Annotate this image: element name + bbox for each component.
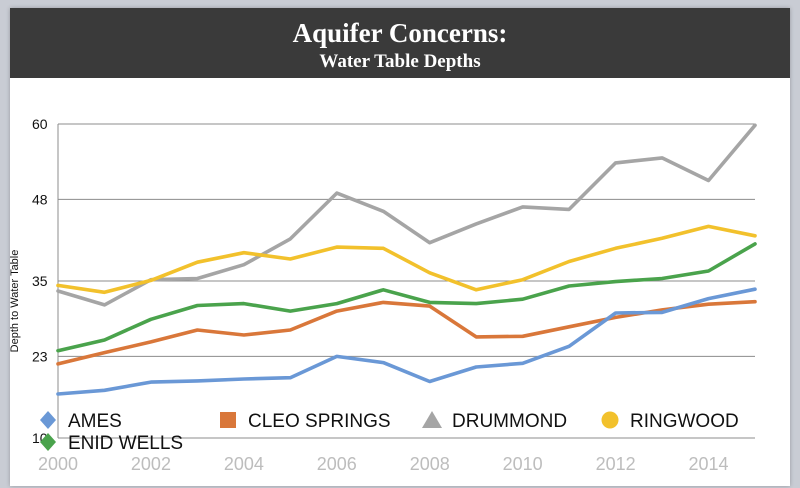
series-line-enid-wells xyxy=(56,242,757,353)
series-line-ames xyxy=(56,287,757,396)
legend-enid-wells-marker xyxy=(40,433,56,451)
legend-cleo-springs-label: CLEO SPRINGS xyxy=(248,411,391,432)
legend-ringwood-label: RINGWOOD xyxy=(630,411,739,432)
x-tick-label: 2014 xyxy=(689,454,729,474)
x-tick-label: 2004 xyxy=(224,454,264,474)
y-axis-title: Depth to Water Table xyxy=(10,250,21,353)
x-tick-label: 2002 xyxy=(131,454,171,474)
legend-ringwood-marker xyxy=(601,411,619,429)
legend-drummond-marker xyxy=(422,411,442,428)
y-tick-label: 23 xyxy=(32,348,48,364)
x-tick-label: 2008 xyxy=(410,454,450,474)
chart-subtitle: Water Table Depths xyxy=(319,51,481,72)
chart-title: Aquifer Concerns: xyxy=(292,18,508,48)
legend-enid-wells-label: ENID WELLS xyxy=(68,433,183,454)
x-tick-label: 2010 xyxy=(503,454,543,474)
y-tick-label: 60 xyxy=(32,116,48,132)
x-tick-label: 2012 xyxy=(596,454,636,474)
chart-frame: Aquifer Concerns: Water Table Depths 10 2… xyxy=(10,8,790,486)
legend-ames-label: AMES xyxy=(68,411,122,432)
chart-header: Aquifer Concerns: Water Table Depths xyxy=(10,8,790,78)
series-line-ringwood xyxy=(56,224,757,295)
legend-drummond-label: DRUMMOND xyxy=(452,411,567,432)
legend-cleo-springs-marker xyxy=(220,412,236,428)
x-tick-label: 2006 xyxy=(317,454,357,474)
series-line-drummond xyxy=(56,123,757,307)
y-tick-label: 35 xyxy=(32,273,48,289)
x-tick-label: 2000 xyxy=(38,454,78,474)
y-tick-label: 48 xyxy=(32,191,48,207)
legend-ames-marker xyxy=(40,411,56,429)
